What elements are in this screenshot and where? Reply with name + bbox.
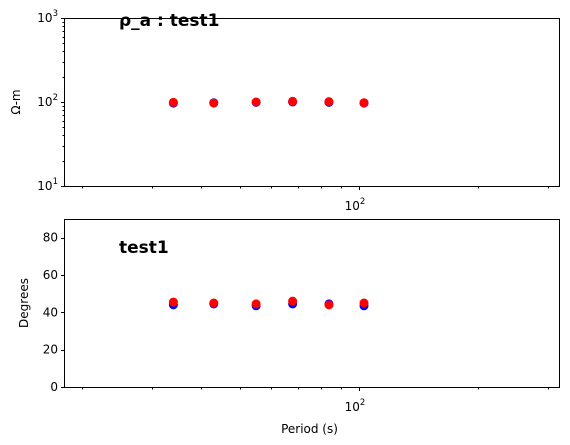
rho-panel-title: ρ_a : test1 (119, 11, 220, 31)
phase-y-tick-label: 40 (43, 305, 58, 319)
phase-red-point (359, 298, 369, 308)
rho-red-point (251, 97, 261, 107)
phase-y-tick-label: 20 (43, 343, 58, 357)
phase-y-tick-label: 80 (43, 231, 58, 245)
rho-x-tick-label: 102 (345, 197, 366, 213)
rho-axes-frame (64, 18, 560, 187)
phase-red-point (168, 297, 178, 307)
rho-red-point (209, 98, 219, 108)
rho-y-tick-label: 102 (37, 93, 58, 109)
rho-red-point (359, 98, 369, 108)
rho-red-point (324, 97, 334, 107)
phase-red-point (324, 300, 334, 310)
rho-red-point (288, 96, 298, 106)
rho-panel: 102 101 102 103 Ω-m ρ_a : test1 (9, 9, 560, 213)
phase-red-point (209, 298, 219, 308)
rho-y-axis-label: Ω-m (9, 89, 23, 114)
rho-y-tick-label: 101 (37, 177, 58, 193)
phase-panel-title: test1 (119, 238, 169, 258)
phase-x-axis-label: Period (s) (281, 422, 338, 436)
rho-red-point (168, 97, 178, 107)
phase-y-tick-label: 0 (50, 380, 58, 394)
phase-y-axis-label: Degrees (17, 278, 31, 328)
phase-red-point (288, 296, 298, 306)
rho-y-tick-label: 103 (37, 9, 58, 25)
phase-y-tick-label: 60 (43, 268, 58, 282)
phase-axes-frame (64, 219, 560, 388)
phase-x-tick-label: 102 (345, 398, 366, 414)
phase-panel: 102 0 20 40 60 80 Degrees Period (s) test1 (17, 219, 560, 436)
phase-red-point (251, 299, 261, 309)
